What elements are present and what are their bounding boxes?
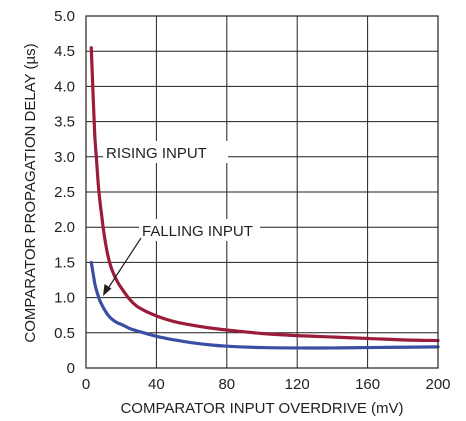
y-tick-label: 1.5	[54, 254, 75, 271]
falling-leader-line	[106, 237, 142, 291]
x-tick-label: 200	[425, 376, 450, 393]
y-tick-label: 4.0	[54, 78, 75, 95]
x-tick-label: 80	[218, 376, 235, 393]
falling-input-line	[89, 260, 440, 350]
falling-leader-arrowhead	[103, 284, 112, 296]
tick-labels: 0 40 80 120 160 200 0 0.5 1.0 1.5 2.0 2.5 3.0 3.5 4.0 4…	[54, 8, 450, 393]
plot-frame	[85, 15, 439, 369]
series-lines	[89, 46, 440, 350]
y-tick-label: 4.5	[54, 43, 75, 60]
y-axis-title: COMPARATOR PROPAGATION DELAY (µs)	[22, 43, 39, 342]
falling-input-label: FALLING INPUT	[142, 223, 253, 240]
annotations: RISING INPUT FALLING INPUT	[103, 141, 260, 296]
falling-label-bg	[139, 219, 260, 241]
y-tick-label: 0	[67, 360, 75, 377]
x-tick-label: 120	[285, 376, 310, 393]
rising-input-label: RISING INPUT	[106, 145, 207, 162]
y-tick-label: 2.5	[54, 184, 75, 201]
y-tick-label: 5.0	[54, 8, 75, 25]
x-tick-label: 0	[82, 376, 90, 393]
y-tick-label: 3.5	[54, 114, 75, 131]
x-axis-title: COMPARATOR INPUT OVERDRIVE (mV)	[120, 400, 403, 417]
y-tick-label: 2.0	[54, 219, 75, 236]
rising-label-bg	[103, 141, 228, 163]
x-tick-label: 160	[355, 376, 380, 393]
y-tick-label: 3.0	[54, 149, 75, 166]
x-tick-label: 40	[148, 376, 165, 393]
y-tick-label: 1.0	[54, 290, 75, 307]
grid	[85, 15, 439, 369]
rising-input-line	[89, 46, 440, 343]
y-tick-label: 0.5	[54, 325, 75, 342]
